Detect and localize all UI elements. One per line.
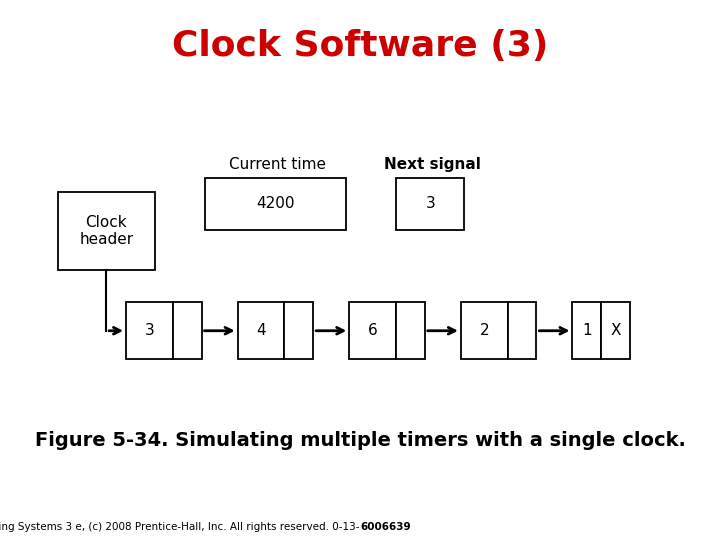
Text: 2: 2 [480, 323, 489, 338]
Bar [126, 302, 173, 359]
Text: Current time: Current time [229, 157, 325, 172]
Text: Tanenbaum, Modern Operating Systems 3 e, (c) 2008 Prentice-Hall, Inc. All rights: Tanenbaum, Modern Operating Systems 3 e,… [84, 522, 636, 531]
Bar [173, 302, 202, 359]
Text: X: X [611, 323, 621, 338]
Text: Figure 5-34. Simulating multiple timers with a single clock.: Figure 5-34. Simulating multiple timers … [35, 430, 685, 450]
Bar [461, 302, 508, 359]
Text: 6006639: 6006639 [360, 522, 410, 531]
Text: Tanenbaum, Modern Operating Systems 3 e, (c) 2008 Prentice-Hall, Inc. All rights: Tanenbaum, Modern Operating Systems 3 e,… [0, 522, 360, 531]
Text: 4: 4 [256, 323, 266, 338]
Bar [572, 302, 601, 359]
Bar [508, 302, 536, 359]
Bar [58, 192, 155, 270]
Bar [396, 178, 464, 230]
Text: 6: 6 [368, 323, 377, 338]
Text: 3: 3 [426, 197, 435, 211]
Bar [205, 178, 346, 230]
Bar [396, 302, 425, 359]
Text: 4200: 4200 [256, 197, 294, 211]
Text: Clock Software (3): Clock Software (3) [172, 29, 548, 63]
Bar [349, 302, 396, 359]
Text: 1: 1 [582, 323, 592, 338]
Text: 3: 3 [145, 323, 154, 338]
Bar [284, 302, 313, 359]
Bar [601, 302, 630, 359]
Text: Next signal: Next signal [384, 157, 480, 172]
Text: Clock
header: Clock header [79, 215, 133, 247]
Bar [238, 302, 284, 359]
